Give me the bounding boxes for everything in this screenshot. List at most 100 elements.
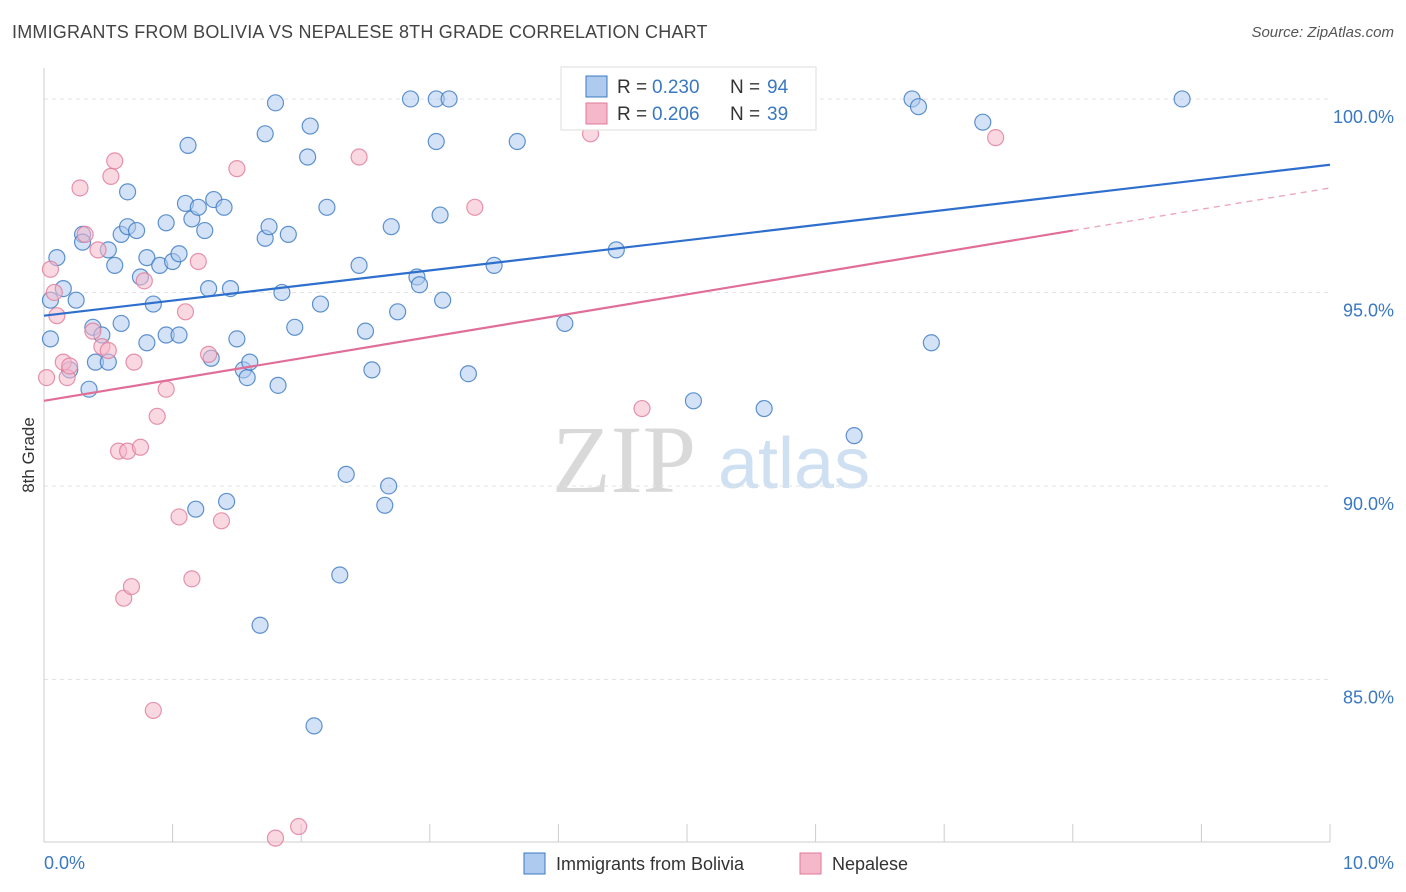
bolivia-point <box>228 330 246 348</box>
nepalese-point <box>157 380 175 398</box>
bolivia-point <box>508 132 526 151</box>
bolivia-point <box>200 279 218 298</box>
legend-n-value-bolivia: 94 <box>767 77 789 98</box>
y-tick-label: 85.0% <box>1343 687 1394 707</box>
nepalese-point <box>350 148 368 166</box>
bolivia-point <box>138 334 156 352</box>
series-nepalese-points <box>37 125 1005 847</box>
bolivia-point <box>299 148 317 166</box>
bolivia-point <box>215 198 233 216</box>
nepalese-point <box>228 160 246 178</box>
bolivia-point <box>112 314 130 333</box>
bolivia-point <box>118 183 137 201</box>
bolivia-point <box>286 318 304 336</box>
bolivia-point <box>909 98 928 116</box>
bolivia-point <box>440 90 458 108</box>
bolivia-point <box>189 198 207 216</box>
bolivia-point <box>218 492 236 511</box>
nepalese-point <box>61 357 79 375</box>
nepalese-point <box>84 322 102 340</box>
chart-title: IMMIGRANTS FROM BOLIVIA VS NEPALESE 8TH … <box>12 22 708 42</box>
y-tick-label: 95.0% <box>1343 300 1394 320</box>
legend-r-label-nepalese: R = <box>617 104 647 125</box>
bolivia-point <box>260 218 278 236</box>
bolivia-point <box>127 221 146 240</box>
bolivia-point <box>684 392 703 410</box>
bolivia-point <box>311 295 330 313</box>
bottom-legend-swatch-bolivia <box>523 852 546 875</box>
bolivia-point <box>485 256 503 274</box>
bolivia-point <box>556 314 574 333</box>
bolivia-point <box>350 256 368 274</box>
nepalese-point <box>71 179 89 197</box>
x-tick-label-max: 10.0% <box>1343 853 1394 873</box>
bolivia-point <box>974 113 992 131</box>
bolivia-point <box>157 214 175 232</box>
bolivia-point <box>427 132 445 151</box>
nepalese-point <box>122 577 141 596</box>
bolivia-point <box>251 616 269 634</box>
trend-line-nepalese-extension <box>1072 187 1331 232</box>
bolivia-point <box>67 291 85 309</box>
legend-n-label-nepalese: N = <box>730 104 760 125</box>
correlation-legend: R = 0.230 N = 94 R = 0.206 N = 39 <box>560 66 817 131</box>
legend-swatch-bolivia <box>585 75 608 98</box>
legend-n-label-bolivia: N = <box>730 77 760 98</box>
nepalese-point <box>102 167 120 185</box>
y-tick-labels: 85.0% 90.0% 95.0% 100.0% <box>1333 107 1394 708</box>
nepalese-point <box>76 225 94 244</box>
bolivia-point <box>170 245 188 263</box>
bolivia-point <box>389 303 407 321</box>
bottom-legend-label-nepalese: Nepalese <box>832 854 908 874</box>
trend-line-nepalese <box>43 229 1073 402</box>
watermark-atlas: atlas <box>718 424 870 504</box>
nepalese-point <box>89 241 107 259</box>
bolivia-point <box>196 221 214 240</box>
series-legend: Immigrants from Bolivia Nepalese <box>523 852 908 875</box>
bolivia-point <box>376 496 394 514</box>
y-tick-label: 90.0% <box>1343 494 1394 514</box>
legend-r-value-bolivia: 0.230 <box>652 77 700 98</box>
bolivia-point <box>431 206 449 224</box>
nepalese-point <box>189 252 207 271</box>
nepalese-point <box>183 570 201 588</box>
gridlines <box>44 98 1330 680</box>
nepalese-point <box>633 399 651 418</box>
bottom-legend-swatch-nepalese <box>799 852 822 875</box>
nepalese-point <box>106 152 124 170</box>
bolivia-point <box>356 322 375 340</box>
nepalese-point <box>45 283 63 302</box>
trend-line-bolivia <box>43 163 1331 317</box>
nepalese-point <box>125 353 143 371</box>
nepalese-point <box>148 407 166 425</box>
nepalese-point <box>200 345 218 363</box>
trend-lines <box>43 163 1331 402</box>
nepalese-point <box>176 303 195 321</box>
bolivia-point <box>363 361 381 379</box>
nepalese-point <box>135 272 153 290</box>
bolivia-point <box>179 136 197 154</box>
nepalese-point <box>290 817 308 836</box>
bolivia-point <box>755 399 773 418</box>
bolivia-point <box>41 330 60 348</box>
legend-r-label-bolivia: R = <box>617 77 647 98</box>
nepalese-point <box>131 438 150 456</box>
bolivia-point <box>238 369 256 387</box>
bolivia-point <box>279 225 297 244</box>
bolivia-point <box>845 427 863 445</box>
y-axis-label: 8th Grade <box>19 417 38 493</box>
nepalese-point <box>266 829 285 847</box>
bolivia-point <box>922 334 940 352</box>
nepalese-point <box>144 701 162 720</box>
bottom-legend-label-bolivia: Immigrants from Bolivia <box>556 854 745 874</box>
bolivia-point <box>170 326 188 344</box>
bolivia-point <box>459 365 477 383</box>
bolivia-point <box>410 276 429 294</box>
bolivia-point <box>269 376 287 394</box>
source-credit: Source: ZipAtlas.com <box>1251 24 1394 41</box>
nepalese-point <box>41 260 60 278</box>
legend-r-value-nepalese: 0.206 <box>652 104 700 125</box>
bolivia-point <box>331 566 349 584</box>
bolivia-point <box>434 291 452 309</box>
